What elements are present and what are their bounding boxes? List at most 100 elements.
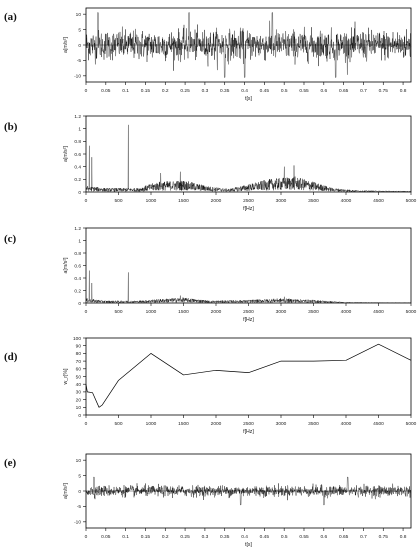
y-axis-label: a[m/s²] — [63, 257, 69, 273]
y-tick-label: 100 — [73, 336, 81, 342]
y-tick-label: 30 — [76, 390, 82, 396]
x-tick-label: 1000 — [146, 421, 157, 427]
x-tick-label: 0 — [85, 88, 88, 94]
x-tick-label: 0.3 — [202, 534, 209, 540]
x-tick-label: 0.55 — [299, 534, 309, 540]
x-axis-label: f[Hz] — [243, 206, 254, 212]
x-tick-label: 0 — [85, 309, 88, 315]
x-tick-label: 3500 — [308, 421, 319, 427]
x-tick-label: 0.2 — [162, 88, 169, 94]
y-tick-label: 0 — [78, 489, 81, 495]
x-axis-label: f[Hz] — [243, 429, 254, 435]
y-tick-label: 1 — [78, 126, 81, 132]
series-line — [85, 343, 412, 408]
y-tick-label: -10 — [74, 520, 81, 526]
x-tick-label: 0.25 — [180, 88, 190, 94]
x-tick-label: 0.1 — [122, 534, 129, 540]
y-tick-label: 0 — [78, 43, 81, 49]
y-tick-label: 1.2 — [74, 226, 81, 232]
y-tick-label: 0.4 — [74, 276, 81, 282]
x-tick-label: 500 — [114, 309, 122, 315]
x-tick-label: 4000 — [341, 309, 352, 315]
x-tick-label: 0.45 — [260, 88, 270, 94]
x-tick-label: 0.15 — [141, 88, 151, 94]
x-tick-label: 2000 — [211, 421, 222, 427]
x-tick-label: 1500 — [178, 309, 189, 315]
x-tick-label: 0 — [85, 534, 88, 540]
y-tick-label: 5 — [78, 27, 81, 33]
x-tick-label: 3000 — [276, 198, 287, 204]
y-tick-label: 10 — [76, 405, 82, 411]
panel-label: (a) — [4, 11, 17, 23]
y-tick-label: 0 — [78, 301, 81, 307]
x-tick-label: 5000 — [406, 421, 417, 427]
x-tick-label: 1500 — [178, 198, 189, 204]
y-axis-label: a[m/s²] — [63, 483, 69, 499]
y-tick-label: 0 — [78, 413, 81, 419]
x-tick-label: 2500 — [243, 421, 254, 427]
x-tick-label: 0.8 — [400, 88, 407, 94]
plot-frame — [85, 337, 412, 416]
x-tick-label: 0.7 — [360, 88, 367, 94]
x-tick-label: 0.35 — [220, 88, 230, 94]
y-tick-label: 0.4 — [74, 164, 81, 170]
panel-e: (e) 0 0.05 0.1 0.15 0.2 0.25 0.3 0.35 0.4 0.45 0.5 0… — [4, 453, 412, 548]
x-tick-label: 4500 — [373, 421, 384, 427]
y-tick-label: 40 — [76, 382, 82, 388]
x-tick-label: 0.8 — [400, 534, 407, 540]
x-tick-label: 0 — [85, 421, 88, 427]
x-tick-label: 2500 — [243, 309, 254, 315]
y-tick-label: 0.8 — [74, 251, 81, 257]
panel-label: (c) — [4, 233, 17, 245]
x-tick-label: 0.65 — [339, 88, 349, 94]
x-tick-label: 4500 — [373, 198, 384, 204]
x-tick-label: 2500 — [243, 198, 254, 204]
x-tick-label: 5000 — [406, 198, 417, 204]
x-tick-label: 0 — [85, 198, 88, 204]
x-tick-label: 1000 — [146, 198, 157, 204]
x-tick-label: 3500 — [308, 198, 319, 204]
x-tick-label: 0.35 — [220, 534, 230, 540]
x-tick-label: 0.55 — [299, 88, 309, 94]
x-tick-label: 0.3 — [202, 88, 209, 94]
series-line — [85, 476, 412, 506]
x-tick-label: 2000 — [211, 198, 222, 204]
y-tick-label: -5 — [77, 504, 82, 510]
x-tick-label: 0.65 — [339, 534, 349, 540]
series-line — [85, 124, 412, 193]
panel-d: (d)0 500 1000 1500 2000 2500 3000 3500 4000 4500 5… — [4, 336, 417, 435]
x-tick-label: 5000 — [406, 309, 417, 315]
y-tick-label: 0 — [78, 190, 81, 196]
y-tick-label: 1.2 — [74, 114, 81, 120]
x-tick-label: 0.6 — [320, 534, 327, 540]
x-tick-label: 0.15 — [141, 534, 151, 540]
y-axis-label: a[m/s²] — [63, 37, 69, 53]
x-tick-label: 0.1 — [122, 88, 129, 94]
y-tick-label: 20 — [76, 397, 82, 403]
x-tick-label: 0.75 — [379, 534, 389, 540]
x-tick-label: 4000 — [341, 421, 352, 427]
y-axis-label: a[m/s²] — [63, 146, 69, 162]
x-tick-label: 500 — [114, 198, 122, 204]
x-axis-label: t[s] — [245, 96, 252, 102]
x-tick-label: 4000 — [341, 198, 352, 204]
panel-c: (c) 0 500 1000 1500 2000 2500 3000 3500 4000 4500 5… — [4, 226, 417, 323]
x-tick-label: 0.5 — [281, 88, 288, 94]
y-tick-label: 1 — [78, 238, 81, 244]
x-tick-label: 2000 — [211, 309, 222, 315]
y-tick-label: 90 — [76, 344, 82, 350]
x-tick-label: 0.05 — [101, 534, 111, 540]
x-tick-label: 0.5 — [281, 534, 288, 540]
panel-b: (b) 0 500 1000 1500 2000 2500 3000 3500 4000 4500 5… — [4, 114, 417, 212]
y-tick-label: -5 — [77, 58, 82, 64]
x-axis-label: f[Hz] — [243, 317, 254, 323]
x-tick-label: 0.75 — [379, 88, 389, 94]
x-tick-label: 3000 — [276, 309, 287, 315]
y-tick-label: 0.2 — [74, 288, 81, 294]
panel-a: (a) 0 0.05 0.1 0.15 0.2 0.25 0.3 0.35 0.4 0.45 0.5 0… — [4, 7, 412, 102]
x-tick-label: 0.25 — [180, 534, 190, 540]
panel-label: (b) — [4, 121, 18, 133]
y-tick-label: 60 — [76, 367, 82, 373]
y-tick-label: 0.8 — [74, 139, 81, 145]
